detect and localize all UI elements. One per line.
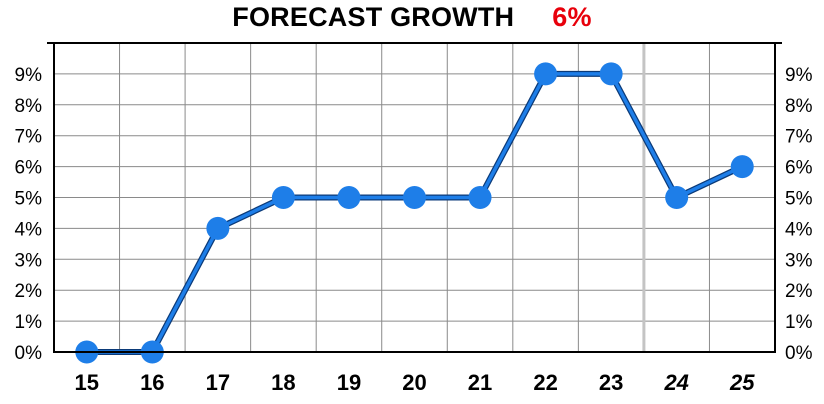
chart-title-text: FORECAST GROWTH — [232, 2, 515, 32]
data-point — [271, 186, 295, 209]
y-tick-label-left: 1% — [15, 312, 43, 333]
y-tick-label-right: 0% — [785, 343, 813, 364]
y-tick-label-left: 3% — [15, 250, 43, 271]
y-tick-label-left: 5% — [15, 189, 43, 210]
forecast-value: 6% — [552, 2, 592, 32]
x-tick-label: 17 — [206, 370, 230, 395]
x-tick-label: 23 — [599, 370, 623, 395]
y-tick-label-right: 6% — [785, 158, 813, 179]
x-tick-label: 21 — [468, 370, 492, 395]
y-tick-label-right: 3% — [785, 250, 813, 271]
y-tick-label-right: 5% — [785, 189, 813, 210]
x-axis: 15 16 17 18 19 20 21 22 23 24 25 — [75, 370, 756, 395]
y-tick-label-right: 9% — [785, 65, 813, 86]
y-axis-right: 0% 1% 2% 3% 4% 5% 6% 7% 8% 9% — [785, 65, 813, 364]
y-tick-label-right: 2% — [785, 281, 813, 302]
y-tick-label-left: 6% — [15, 158, 43, 179]
x-tick-label: 20 — [402, 370, 426, 395]
x-tick-label: 15 — [75, 370, 99, 395]
data-point — [337, 186, 361, 209]
data-point — [730, 155, 754, 179]
x-tick-label: 16 — [140, 370, 164, 395]
y-tick-label-left: 9% — [15, 65, 43, 86]
data-point — [403, 186, 426, 209]
data-point — [665, 186, 689, 209]
x-tick-label: 25 — [729, 370, 755, 395]
x-tick-label: 22 — [533, 370, 557, 395]
chart-title: FORECAST GROWTH 6% — [0, 0, 824, 34]
y-tick-label-left: 2% — [15, 281, 43, 302]
data-point — [468, 186, 492, 209]
chart-grid — [47, 42, 782, 352]
y-tick-label-left: 0% — [15, 343, 43, 364]
plot-frame — [53, 42, 776, 353]
data-point — [599, 62, 623, 86]
data-point — [206, 216, 230, 240]
y-tick-label-left: 7% — [15, 127, 43, 148]
y-axis-left: 0% 1% 2% 3% 4% 5% 6% 7% 8% 9% — [15, 65, 43, 364]
x-tick-label: 18 — [271, 370, 295, 395]
data-points — [75, 62, 754, 364]
y-tick-label-right: 8% — [785, 96, 813, 117]
y-tick-label-right: 7% — [785, 127, 813, 148]
y-tick-label-right: 4% — [785, 219, 813, 240]
y-tick-label-left: 8% — [15, 96, 43, 117]
x-tick-label: 19 — [337, 370, 361, 395]
y-tick-label-right: 1% — [785, 312, 813, 333]
y-tick-label-left: 4% — [15, 219, 43, 240]
data-point — [534, 62, 558, 86]
x-tick-label: 24 — [663, 370, 688, 395]
